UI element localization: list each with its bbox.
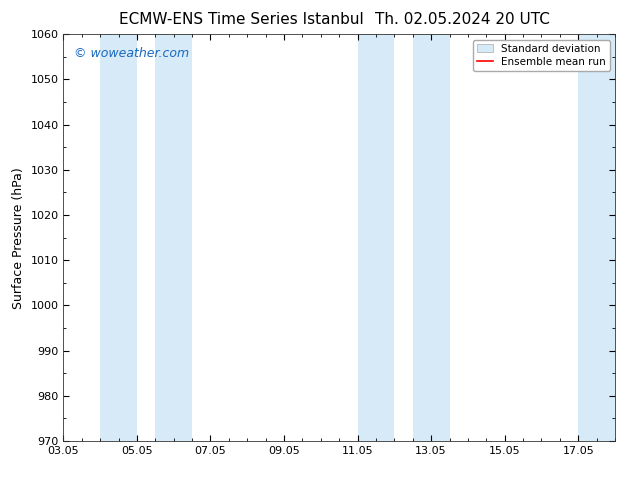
Bar [413,34,450,441]
Text: © woweather.com: © woweather.com [74,47,190,59]
Text: ECMW-ENS Time Series Istanbul: ECMW-ENS Time Series Istanbul [119,12,363,27]
Bar [358,34,394,441]
Y-axis label: Surface Pressure (hPa): Surface Pressure (hPa) [12,167,25,309]
Bar [100,34,137,441]
Bar [578,34,615,441]
Legend: Standard deviation, Ensemble mean run: Standard deviation, Ensemble mean run [473,40,610,71]
Bar [155,34,192,441]
Text: Th. 02.05.2024 20 UTC: Th. 02.05.2024 20 UTC [375,12,550,27]
